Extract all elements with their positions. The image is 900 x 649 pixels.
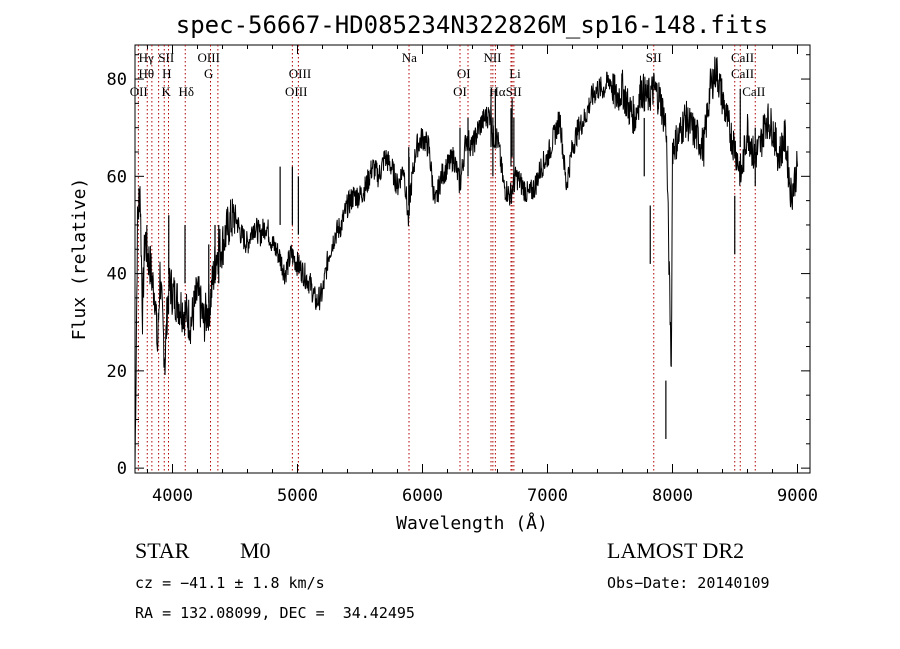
emission-line-label: SII — [506, 84, 522, 99]
y-axis-label: Flux (relative) — [69, 178, 90, 341]
emission-line-markers — [137, 45, 756, 473]
x-tick-label: 7000 — [527, 486, 568, 506]
emission-line-label: Hδ — [178, 84, 194, 99]
emission-line-label: OI — [457, 66, 471, 81]
emission-line-label: OIII — [285, 84, 307, 99]
y-tick-label: 0 — [117, 459, 127, 479]
emission-line-label: OII — [130, 84, 148, 99]
emission-line-label: K — [162, 84, 172, 99]
observation-date: Obs−Date: 20140109 — [607, 574, 770, 592]
emission-line-label: Li — [509, 66, 521, 81]
emission-line-label: NII — [483, 50, 501, 65]
emission-line-label: OI — [453, 84, 467, 99]
spectrum-series — [134, 56, 798, 469]
emission-line-label: CaII — [731, 50, 754, 65]
x-tick-label: 4000 — [152, 486, 193, 506]
emission-line-label: G — [204, 66, 213, 81]
emission-line-label: Na — [402, 50, 417, 65]
y-tick-label: 20 — [107, 362, 127, 382]
x-tick-label: 5000 — [277, 486, 318, 506]
survey-name: LAMOST DR2 — [607, 538, 745, 563]
x-tick-label: 9000 — [777, 486, 818, 506]
emission-line-label: OIII — [198, 50, 220, 65]
ra-dec: RA = 132.08099, DEC = 34.42495 — [135, 604, 415, 622]
emission-line-label: Hα — [489, 84, 505, 99]
object-subclass: M0 — [240, 538, 271, 563]
emission-line-label: CaII — [731, 66, 754, 81]
chart-title: spec-56667-HD085234N322826M_sp16-148.fit… — [176, 11, 768, 39]
emission-line-label: Hγ — [139, 50, 154, 65]
emission-line-label: H — [162, 66, 171, 81]
emission-line-label: SII — [646, 50, 662, 65]
y-tick-label: 60 — [107, 167, 127, 187]
axis-ticks — [135, 45, 810, 473]
emission-line-label: SII — [158, 50, 174, 65]
emission-line-label: Hθ — [138, 66, 154, 81]
absorption-spikes — [168, 88, 756, 439]
emission-line-label: OIII — [289, 66, 311, 81]
axis-tick-labels: 4000 5000 6000 7000 8000 9000 0 20 40 60 80 — [107, 70, 818, 506]
y-tick-label: 40 — [107, 265, 127, 285]
x-axis-label: Wavelength (Å) — [396, 512, 548, 534]
y-tick-label: 80 — [107, 70, 127, 90]
x-tick-label: 6000 — [402, 486, 443, 506]
redshift-cz: cz = −41.1 ± 1.8 km/s — [135, 574, 325, 592]
emission-line-label: CaII — [742, 84, 765, 99]
x-tick-label: 8000 — [652, 486, 693, 506]
object-class: STAR — [135, 538, 190, 563]
